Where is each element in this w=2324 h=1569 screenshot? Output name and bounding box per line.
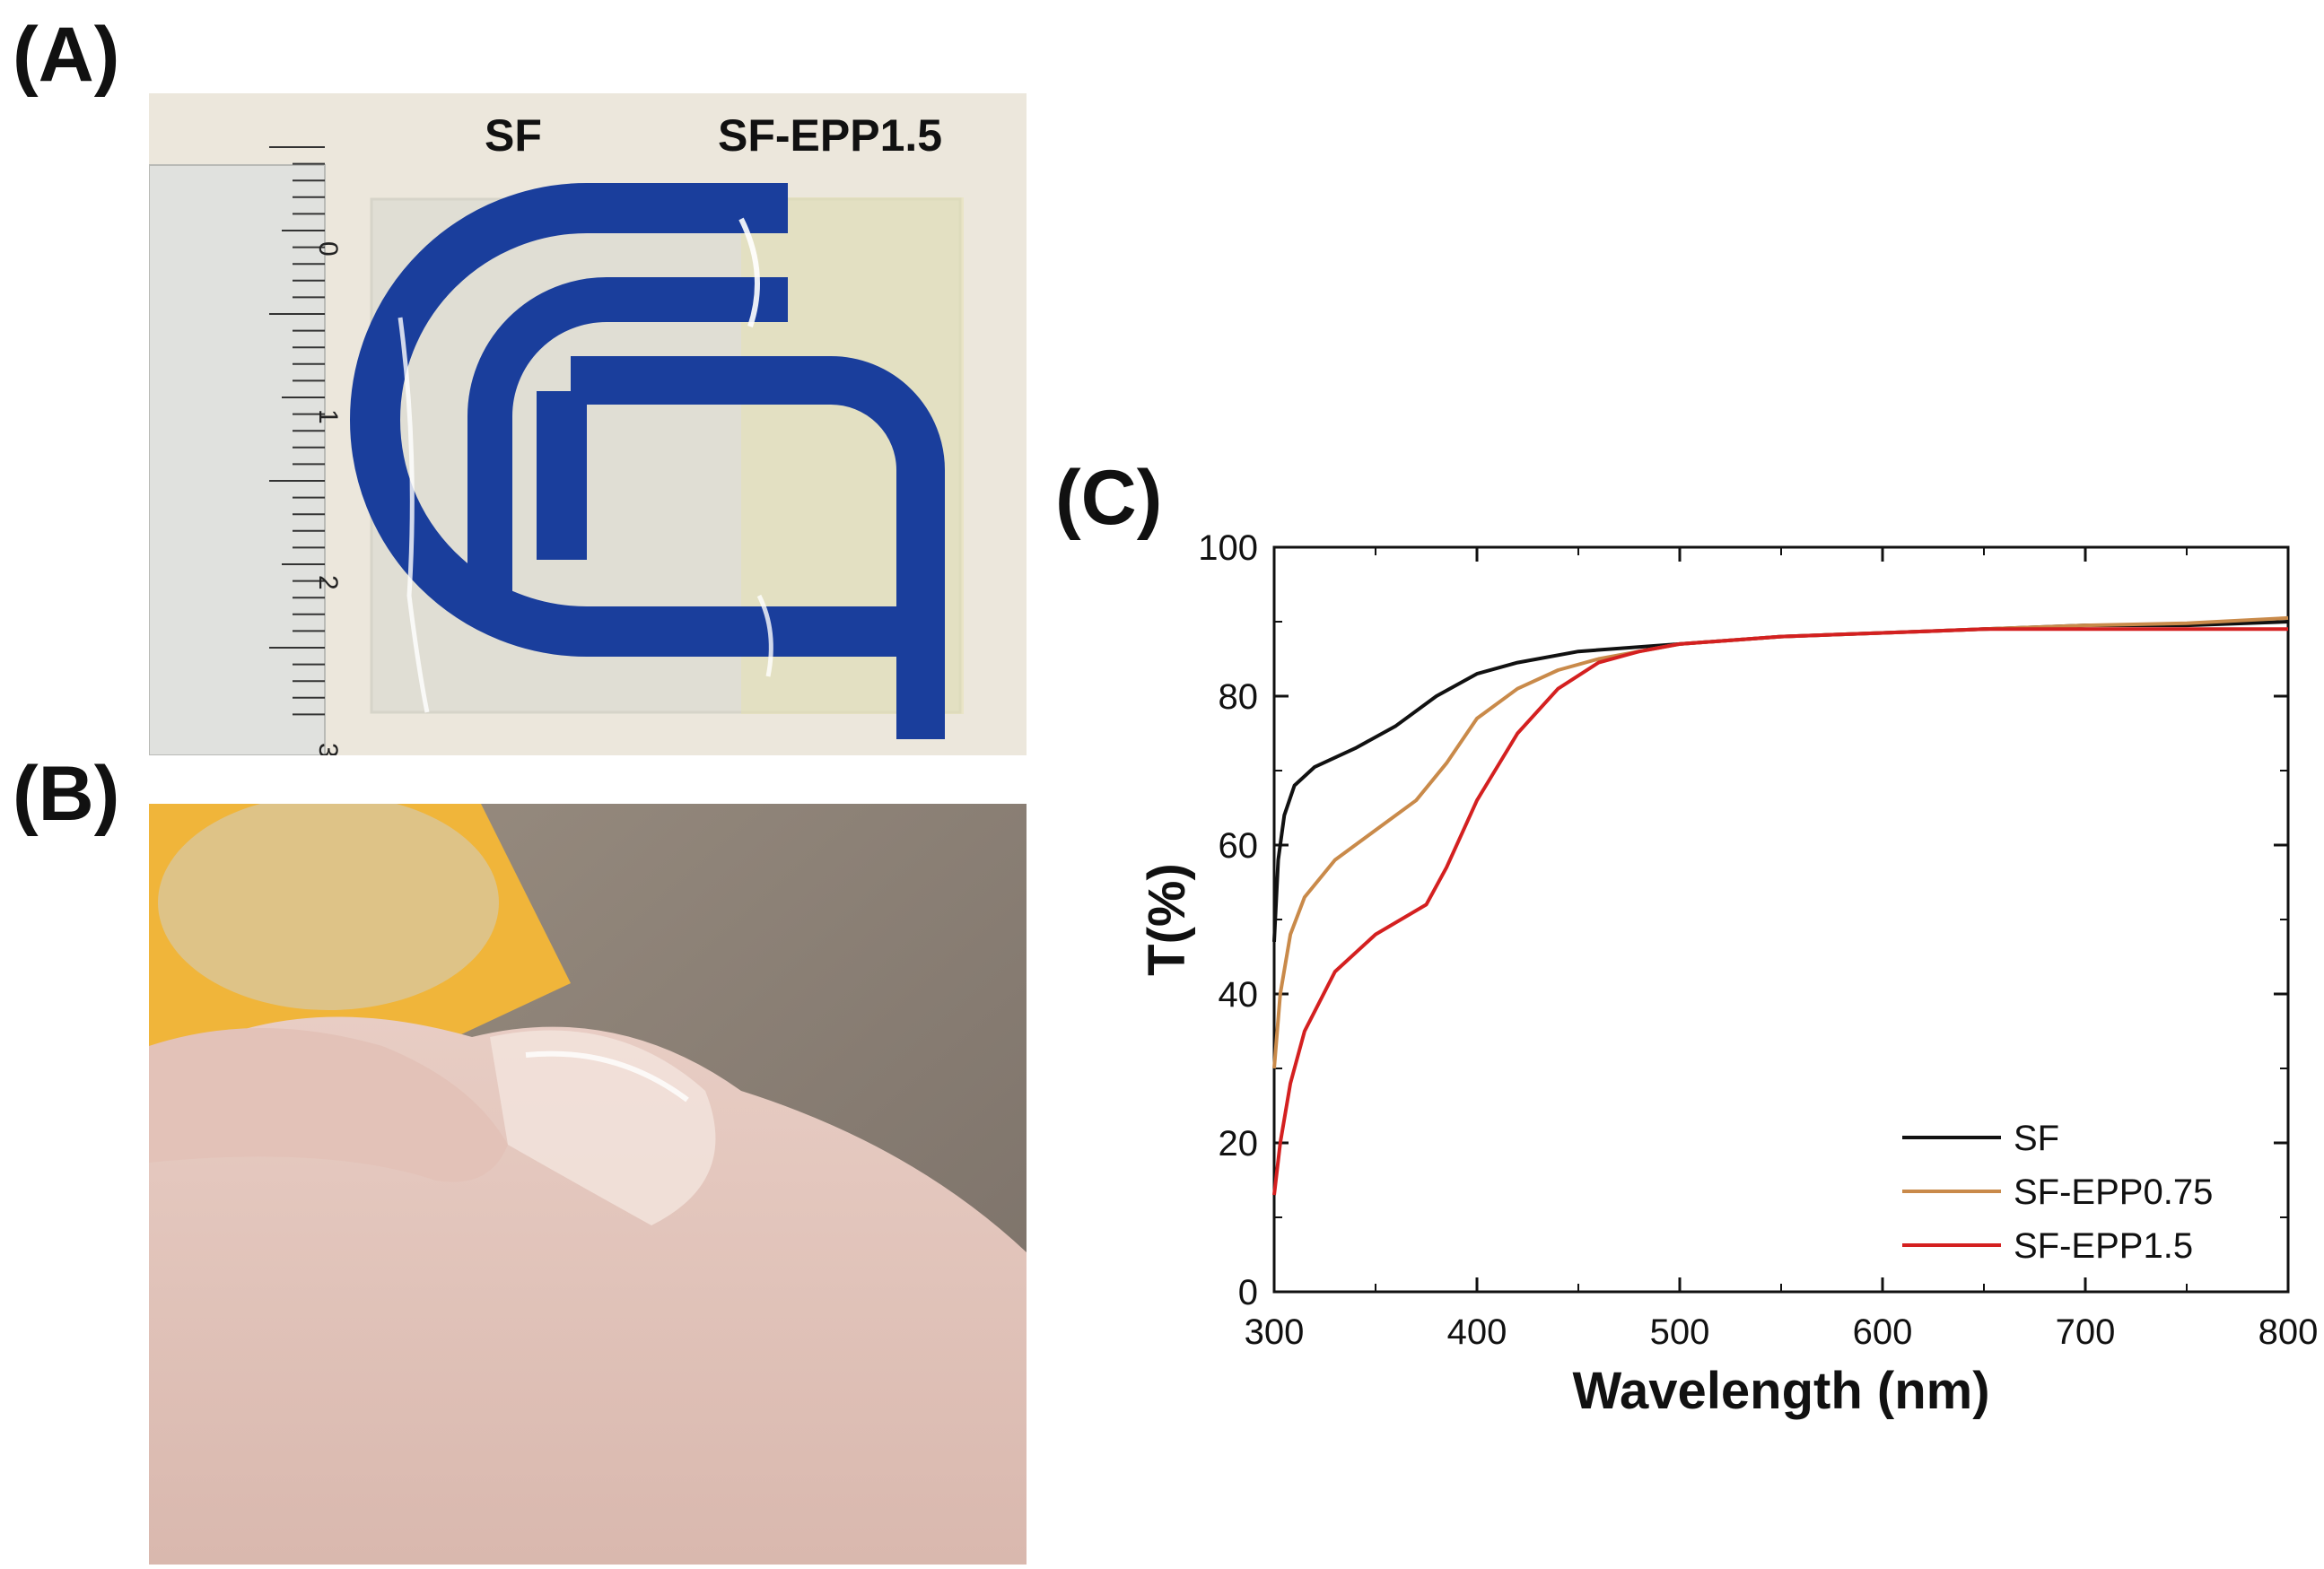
transmittance-chart: 300 400 500 600 700 800 0 20 40 60 80 100 Wavelength… — [1138, 528, 2319, 1420]
finger — [149, 1028, 508, 1182]
y-axis-label: T(%) — [1138, 863, 1196, 976]
series-line-sf-epp1-5 — [1272, 627, 2288, 1196]
y-tick-label: 80 — [1219, 677, 1259, 717]
petri-dish — [158, 804, 499, 1010]
film-highlight — [738, 217, 760, 327]
panel-b-illustration — [149, 804, 1027, 1565]
x-tick-label: 700 — [2056, 1312, 2116, 1352]
series-line-sf-epp0-75 — [1272, 615, 2289, 1069]
label-sf-epp: SF-EPP1.5 — [718, 110, 942, 161]
logo — [350, 183, 945, 739]
series-line-sf — [1272, 620, 2289, 942]
x-tick-label: 600 — [1853, 1312, 1913, 1352]
x-tick-label: 300 — [1245, 1312, 1305, 1352]
ruler-label: 1 — [313, 409, 343, 424]
panel-a-illustration: 0 1 2 3 SF SF-EPP1.5 — [149, 93, 1027, 755]
film-highlight — [756, 594, 773, 677]
ruler-label: 3 — [313, 743, 343, 755]
y-tick-label: 0 — [1238, 1273, 1258, 1312]
x-axis-label: Wavelength (nm) — [1572, 1362, 1989, 1420]
film-highlight — [398, 317, 430, 713]
ruler-label: 2 — [313, 575, 343, 590]
panel-b-letter: (B) — [13, 751, 120, 837]
x-tick-label: 500 — [1650, 1312, 1710, 1352]
y-tick-label: 40 — [1219, 975, 1259, 1015]
x-tick-label: 400 — [1447, 1312, 1507, 1352]
x-tick-label: 800 — [2258, 1312, 2319, 1352]
ruler-label: 0 — [313, 241, 343, 257]
panel-c-letter: (C) — [1055, 455, 1163, 541]
y-tick-label: 20 — [1219, 1124, 1259, 1164]
ruler: 0 1 2 3 — [149, 146, 343, 755]
y-tick-label: 100 — [1198, 528, 1258, 568]
panel-b-photo — [149, 804, 1027, 1565]
panel-a-letter: (A) — [13, 12, 120, 98]
legend-label: SF-EPP1.5 — [2014, 1226, 2193, 1266]
legend-label: SF — [2014, 1119, 2059, 1158]
legend-label: SF-EPP0.75 — [2014, 1172, 2213, 1212]
y-tick-label: 60 — [1219, 826, 1259, 866]
film-shine — [525, 1050, 689, 1103]
label-sf: SF — [485, 110, 542, 161]
panel-a-photo: 0 1 2 3 SF SF-EPP1.5 — [149, 93, 1027, 755]
